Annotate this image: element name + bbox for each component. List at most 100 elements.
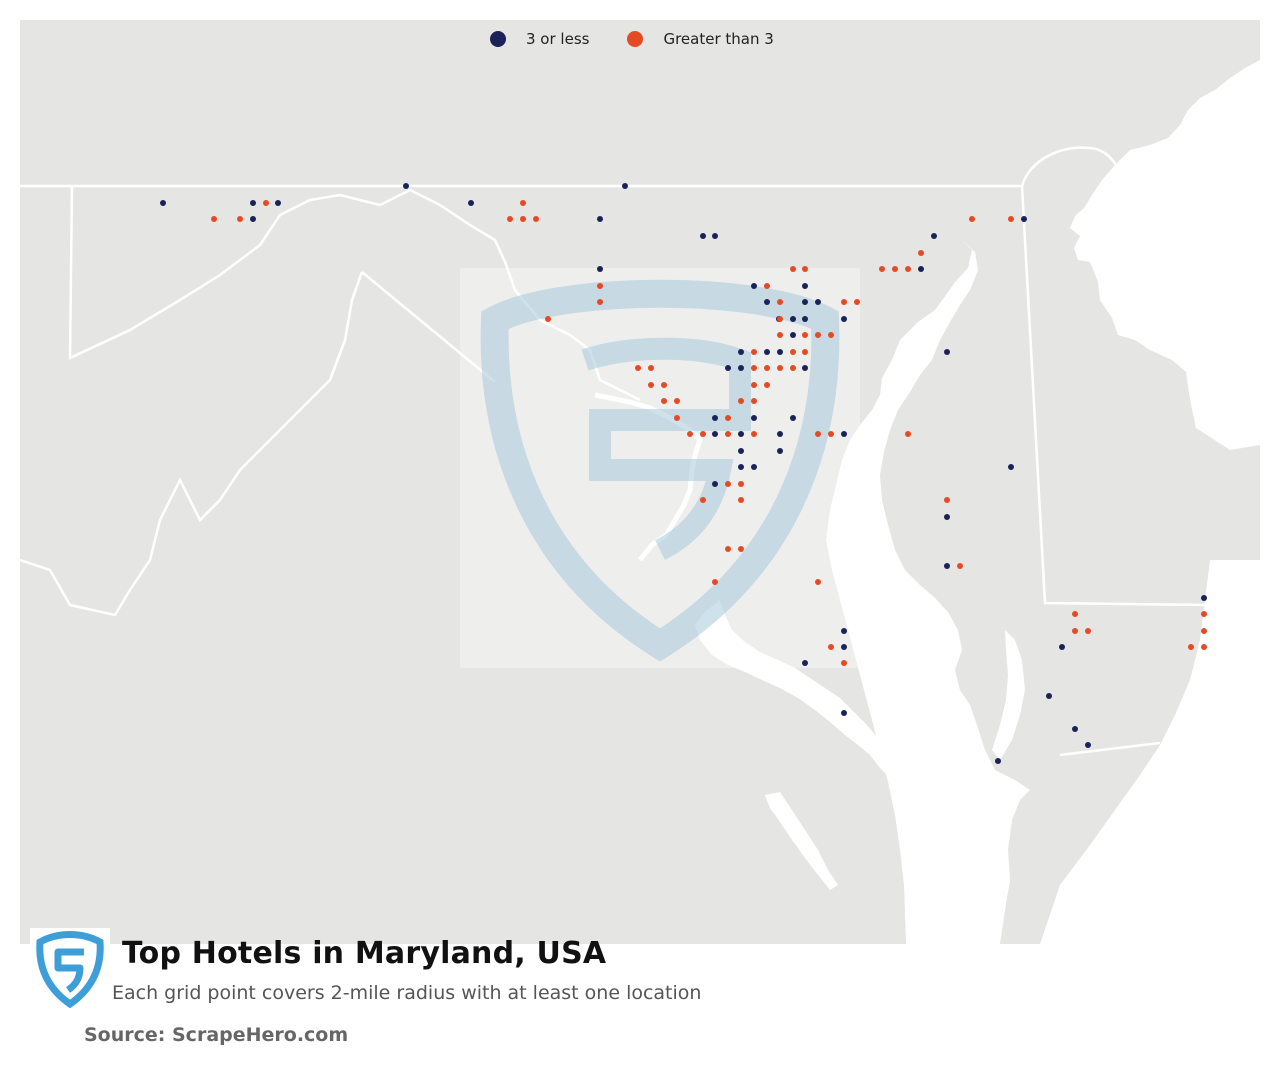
- map-point-high: [790, 365, 796, 371]
- map-point-high: [879, 266, 885, 272]
- map-point-low: [802, 316, 808, 322]
- map-point-high: [802, 349, 808, 355]
- map-point-high: [635, 365, 641, 371]
- map-point-high: [764, 382, 770, 388]
- scrapehero-logo: [30, 928, 110, 1009]
- map-point-high: [751, 349, 757, 355]
- source-credit: Source: ScrapeHero.com: [84, 1024, 349, 1046]
- legend-item-low: 3 or less: [490, 30, 589, 48]
- map-point-low: [944, 349, 950, 355]
- map-point-high: [751, 398, 757, 404]
- map-point-low: [931, 233, 937, 239]
- map-point-high: [815, 579, 821, 585]
- map-point-low: [1201, 595, 1207, 601]
- map-point-high: [777, 365, 783, 371]
- map-point-low: [1021, 216, 1027, 222]
- map-point-high: [211, 216, 217, 222]
- map-point-high: [725, 431, 731, 437]
- map-point-high: [918, 250, 924, 256]
- map-point-high: [790, 349, 796, 355]
- map-point-low: [738, 464, 744, 470]
- legend: 3 or less Greater than 3: [490, 30, 812, 48]
- map-point-high: [648, 382, 654, 388]
- map-point-low: [802, 660, 808, 666]
- map-point-high: [1188, 644, 1194, 650]
- map-point-high: [905, 431, 911, 437]
- map-point-high: [828, 644, 834, 650]
- map-point-low: [725, 365, 731, 371]
- map-point-high: [687, 431, 693, 437]
- map-point-low: [250, 200, 256, 206]
- lower-bay-inlet: [765, 792, 838, 890]
- legend-label-high: Greater than 3: [663, 30, 774, 48]
- map-point-low: [1072, 726, 1078, 732]
- map-point-high: [815, 332, 821, 338]
- map-point-low: [738, 431, 744, 437]
- map-point-low: [841, 431, 847, 437]
- map-point-high: [1201, 611, 1207, 617]
- map-point-high: [725, 546, 731, 552]
- map-point-low: [841, 316, 847, 322]
- map-point-low: [738, 349, 744, 355]
- map-point-low: [841, 628, 847, 634]
- map-point-high: [597, 299, 603, 305]
- map-point-low: [764, 299, 770, 305]
- map-point-low: [777, 431, 783, 437]
- map-point-low: [790, 316, 796, 322]
- map-point-low: [1059, 644, 1065, 650]
- scrapehero-shield-icon: [36, 931, 104, 1009]
- anacostia-river: [594, 392, 703, 562]
- map-point-high: [777, 299, 783, 305]
- map-point-low: [802, 283, 808, 289]
- map-point-low: [790, 415, 796, 421]
- map-point-low: [1046, 693, 1052, 699]
- map-point-high: [263, 200, 269, 206]
- map-point-high: [892, 266, 898, 272]
- map-point-low: [841, 710, 847, 716]
- map-point-high: [969, 216, 975, 222]
- map-point-low: [815, 299, 821, 305]
- map-point-low: [995, 758, 1001, 764]
- map-point-low: [712, 233, 718, 239]
- map-point-low: [802, 365, 808, 371]
- map-point-low: [944, 563, 950, 569]
- legend-item-high: Greater than 3: [627, 30, 774, 48]
- map-point-high: [1085, 628, 1091, 634]
- map-point-high: [905, 266, 911, 272]
- map-point-high: [738, 546, 744, 552]
- map-point-low: [841, 644, 847, 650]
- map-point-high: [815, 431, 821, 437]
- map-point-high: [751, 382, 757, 388]
- map-point-high: [802, 266, 808, 272]
- map-point-high: [841, 299, 847, 305]
- map-point-high: [777, 332, 783, 338]
- map-point-high: [790, 266, 796, 272]
- map-point-low: [790, 332, 796, 338]
- map-point-high: [1072, 611, 1078, 617]
- map-point-low: [764, 349, 770, 355]
- legend-swatch-low: [490, 31, 506, 47]
- atlantic-ocean: [1040, 560, 1260, 944]
- map-point-high: [841, 660, 847, 666]
- map-point-low: [712, 415, 718, 421]
- map-point-high: [545, 316, 551, 322]
- map-point-high: [725, 415, 731, 421]
- map-point-high: [751, 431, 757, 437]
- maryland-map: [19, 20, 1260, 944]
- map-point-low: [1008, 464, 1014, 470]
- map-point-high: [944, 497, 950, 503]
- delaware-river: [1070, 60, 1260, 450]
- map-point-high: [1072, 628, 1078, 634]
- high-count-points: [211, 200, 1207, 666]
- map-point-low: [700, 233, 706, 239]
- map-subtitle: Each grid point covers 2-mile radius wit…: [112, 982, 702, 1004]
- map-point-low: [751, 415, 757, 421]
- map-point-low: [712, 481, 718, 487]
- map-point-high: [738, 481, 744, 487]
- map-point-high: [751, 365, 757, 371]
- map-point-low: [738, 365, 744, 371]
- map-point-high: [648, 365, 654, 371]
- legend-swatch-high: [627, 31, 644, 47]
- map-point-low: [944, 514, 950, 520]
- map-point-high: [738, 497, 744, 503]
